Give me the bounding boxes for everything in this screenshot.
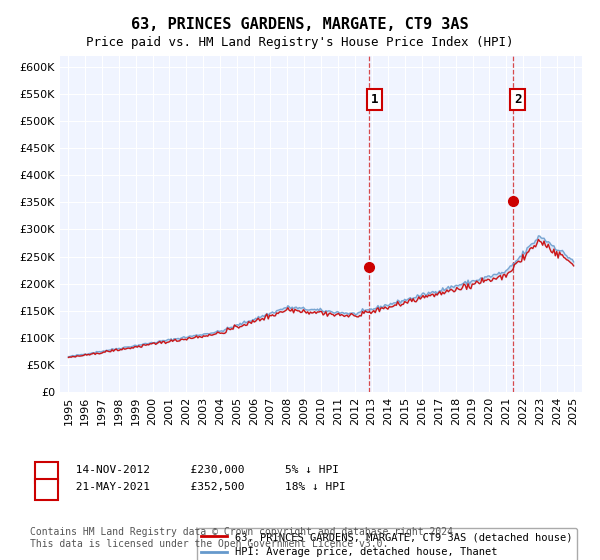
- Text: 1: 1: [371, 93, 378, 106]
- Text: 2   21-MAY-2021      £352,500      18% ↓ HPI: 2 21-MAY-2021 £352,500 18% ↓ HPI: [42, 482, 346, 492]
- Text: Contains HM Land Registry data © Crown copyright and database right 2024.
This d: Contains HM Land Registry data © Crown c…: [30, 527, 459, 549]
- Text: 2: 2: [514, 93, 521, 106]
- Text: Price paid vs. HM Land Registry's House Price Index (HPI): Price paid vs. HM Land Registry's House …: [86, 36, 514, 49]
- Text: 63, PRINCES GARDENS, MARGATE, CT9 3AS: 63, PRINCES GARDENS, MARGATE, CT9 3AS: [131, 17, 469, 32]
- Text: 1   14-NOV-2012      £230,000      5% ↓ HPI: 1 14-NOV-2012 £230,000 5% ↓ HPI: [42, 465, 339, 475]
- Legend: 63, PRINCES GARDENS, MARGATE, CT9 3AS (detached house), HPI: Average price, deta: 63, PRINCES GARDENS, MARGATE, CT9 3AS (d…: [197, 528, 577, 560]
